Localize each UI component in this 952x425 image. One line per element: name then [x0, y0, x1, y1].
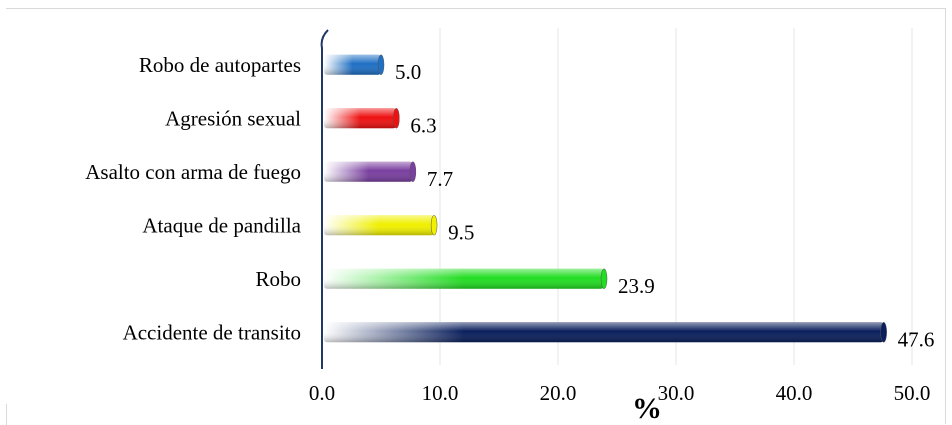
bar-cap: [409, 161, 417, 182]
x-tick-label: 0.0: [309, 381, 335, 405]
bar-cap: [880, 322, 887, 343]
bar-shading: [324, 215, 435, 236]
x-tick-label: 10.0: [422, 381, 459, 405]
x-tick-label: 20.0: [540, 381, 577, 405]
x-axis-title: %: [632, 392, 662, 425]
category-label: Robo: [255, 267, 301, 291]
value-label: 23.9: [618, 274, 655, 298]
category-label: Asalto con arma de fuego: [85, 160, 301, 184]
value-label: 6.3: [410, 113, 436, 137]
y-axis-line: [320, 29, 329, 369]
value-label: 9.5: [448, 220, 474, 244]
bar-cap: [600, 268, 608, 289]
bar-cap: [377, 54, 385, 75]
bar-shading: [324, 54, 381, 75]
category-label: Accidente de transito: [123, 320, 301, 344]
x-tick-label: 30.0: [658, 381, 695, 405]
bar-cap: [430, 215, 438, 236]
bar-shading: [324, 108, 397, 129]
chart-frame-edge: [6, 404, 7, 425]
bar-cap: [393, 108, 400, 129]
value-label: 47.6: [898, 327, 935, 351]
bar-shading: [324, 268, 605, 289]
gridlines: [439, 28, 913, 365]
x-tick-label: 50.0: [894, 381, 931, 405]
category-label: Robo de autopartes: [139, 53, 301, 77]
value-labels: 5.0 6.3 7.7 9.5 23.9 47.6: [395, 60, 934, 352]
category-label: Agresión sexual: [165, 106, 301, 130]
chart-frame: [6, 8, 946, 424]
category-labels: Robo de autopartes Agresión sexual Asalto …: [85, 53, 301, 345]
category-label: Ataque de pandilla: [142, 213, 301, 237]
x-tick-label: 40.0: [776, 381, 813, 405]
x-tick-labels: 0.0 10.0 20.0 30.0 40.0 50.0: [309, 381, 931, 405]
bars: [324, 54, 887, 343]
bar-shading: [324, 322, 884, 343]
bar-shading: [324, 161, 413, 182]
value-label: 5.0: [395, 60, 421, 84]
value-label: 7.7: [427, 167, 453, 191]
